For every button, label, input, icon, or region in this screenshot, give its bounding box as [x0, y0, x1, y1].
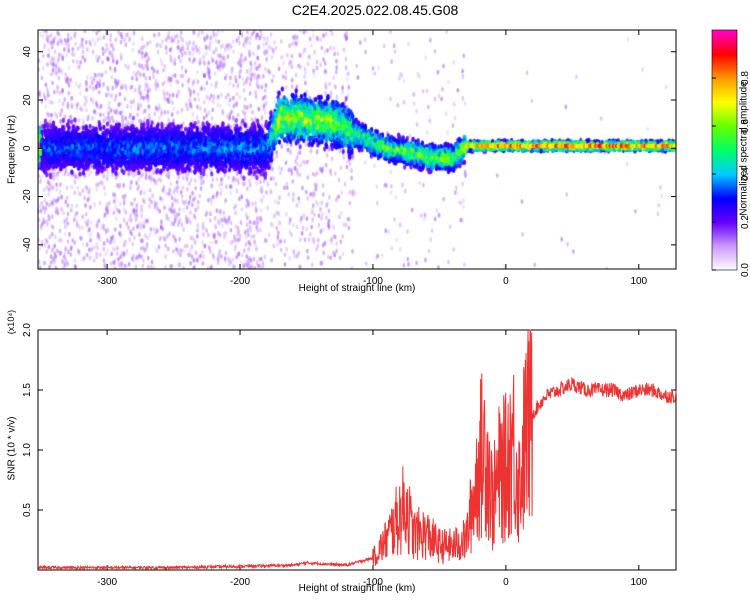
snr-ytick-label: 1.0: [22, 443, 33, 457]
snr-xtick-label: -300: [97, 577, 117, 588]
snr-xtick-label: -100: [363, 577, 383, 588]
colorbar-tick-label: 0.4: [740, 167, 750, 181]
snr-ylabel: SNR (10 * v/v): [6, 416, 18, 481]
heatmap-frame: [37, 29, 677, 270]
heatmap-ytick-label: 40: [22, 46, 33, 58]
heatmap-ytick-label: 20: [22, 94, 33, 106]
heatmap-xtick-label: 0: [503, 276, 509, 287]
heatmap-xtick-label: -100: [363, 276, 383, 287]
heatmap-xtick-label: -300: [97, 276, 117, 287]
snr-scale-label: (x10⁴): [6, 309, 16, 335]
heatmap-xtick-label: 100: [630, 276, 647, 287]
snr-xtick-label: 100: [630, 577, 647, 588]
heatmap-ytick-label: -20: [22, 189, 33, 204]
snr-ytick-label: 2.0: [22, 323, 33, 337]
colorbar-tick-label: 0.6: [740, 119, 750, 133]
snr-axes: -300 -200 -100 0 100 0.5 1.0 1.5 2.0: [22, 323, 677, 588]
colorbar-axes: 0.0 0.2 0.4 0.6 0.8: [711, 29, 750, 277]
heatmap-ytick-label: -40: [22, 237, 33, 252]
snr-xtick-label: 0: [503, 577, 509, 588]
colorbar-tick-label: 0.0: [740, 263, 750, 277]
heatmap-ylabel: Frequency (Hz): [6, 115, 18, 184]
snr-frame: [37, 329, 677, 571]
page-title: C2E4.2025.022.08.45.G08: [291, 2, 459, 18]
colorbar: [712, 30, 737, 270]
colorbar-frame: [711, 29, 738, 271]
spectrogram-heatmap: [38, 30, 676, 269]
heatmap-xtick-label: -200: [230, 276, 250, 287]
snr-ytick-label: 1.5: [22, 383, 33, 397]
colorbar-tick-label: 0.2: [740, 215, 750, 229]
snr-series-line: [37, 329, 677, 571]
heatmap-xlabel: Height of straight line (km): [298, 283, 416, 294]
snr-ytick-label: 0.5: [22, 503, 33, 517]
heatmap-ytick-label: 0: [22, 145, 33, 151]
snr-xlabel: Height of straight line (km): [298, 583, 416, 594]
colorbar-tick-label: 0.8: [740, 71, 750, 85]
colorbar-label: Normalized spectral amplitude: [738, 81, 750, 216]
snr-xtick-label: -200: [230, 577, 250, 588]
